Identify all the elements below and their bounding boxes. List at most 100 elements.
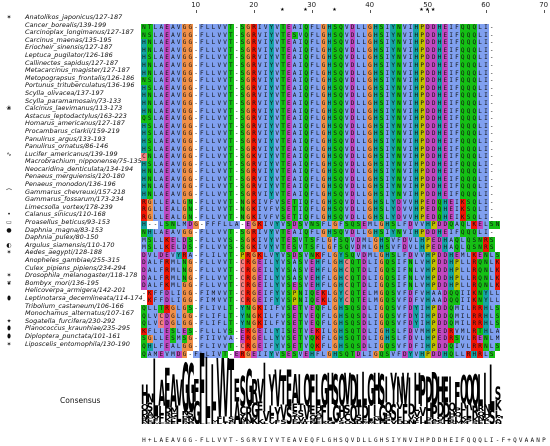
residue-cell: T bbox=[280, 183, 286, 192]
residue-cell: - bbox=[489, 160, 494, 168]
residue-cell: Q bbox=[338, 160, 344, 169]
residue-cell: K bbox=[320, 289, 327, 298]
residue-cell: N bbox=[396, 92, 402, 100]
residue-cell: C bbox=[239, 282, 246, 290]
residue-cell: Y bbox=[239, 320, 246, 328]
residue-cell: E bbox=[442, 115, 449, 123]
residue-cell: N bbox=[297, 289, 304, 298]
species-name: Tribolium_castaneum/106-166 bbox=[25, 301, 124, 310]
residue-cell: V bbox=[222, 107, 228, 116]
residue-cell: S bbox=[239, 115, 246, 123]
residue-cell: E bbox=[164, 61, 170, 70]
residue-cell: F bbox=[198, 327, 205, 336]
residue-cell: L bbox=[355, 206, 362, 214]
residue-cell: G bbox=[181, 350, 188, 359]
residue-cell: E bbox=[477, 251, 484, 260]
residue-cell: V bbox=[216, 191, 223, 199]
residue-cell: N bbox=[494, 221, 501, 230]
residue-cell: D bbox=[141, 259, 147, 267]
residue-cell: S bbox=[332, 92, 339, 100]
logo-letter: L bbox=[495, 409, 501, 418]
residue-cell: I bbox=[372, 312, 379, 321]
residue-cell: L bbox=[355, 130, 362, 138]
residue-cell: S bbox=[378, 153, 385, 161]
residue-cell: T bbox=[291, 206, 298, 214]
residue-cell: L bbox=[361, 350, 368, 359]
residue-cell: L bbox=[367, 297, 373, 305]
daphnia-icon: ● bbox=[1, 234, 17, 241]
residue-cell: H bbox=[141, 175, 147, 184]
residue-cell: I bbox=[448, 69, 455, 78]
residue-cell: D bbox=[442, 335, 449, 343]
lobster-icon: ❀ bbox=[1, 143, 17, 150]
residue-cell: L bbox=[175, 206, 182, 214]
residue-cell: I bbox=[297, 122, 304, 131]
residue-cell: H bbox=[141, 107, 147, 116]
residue-cell: G bbox=[245, 168, 252, 176]
residue-cell: S bbox=[285, 267, 292, 275]
residue-cell: Q bbox=[349, 282, 356, 290]
residue-cell: L bbox=[367, 289, 373, 298]
residue-cell: V bbox=[175, 137, 182, 146]
residue-cell: L bbox=[413, 274, 420, 283]
residue-cell: H bbox=[419, 350, 426, 359]
residue-cell: E bbox=[442, 39, 449, 47]
residue-cell: F bbox=[158, 342, 165, 351]
logo-letter: C bbox=[158, 421, 165, 424]
residue-cell: Y bbox=[413, 304, 420, 313]
residue-cell: G bbox=[367, 77, 373, 85]
residue-cell: L bbox=[477, 183, 484, 192]
residue-cell: H bbox=[425, 289, 431, 298]
residue-cell: D bbox=[361, 304, 368, 313]
residue-cell: L bbox=[355, 69, 362, 78]
residue-cell: T bbox=[227, 130, 234, 138]
logo-letter: Q bbox=[344, 419, 352, 424]
residue-cell: D bbox=[361, 320, 368, 328]
residue-cell: A bbox=[158, 115, 165, 123]
residue-cell: D bbox=[430, 145, 437, 154]
residue-cell: T bbox=[280, 31, 286, 40]
residue-cell: D bbox=[141, 274, 147, 283]
residue-cell: M bbox=[367, 251, 373, 260]
logo-letter: I bbox=[460, 409, 463, 418]
residue-cell: L bbox=[326, 289, 333, 298]
residue-cell: L bbox=[413, 259, 420, 267]
residue-cell: L bbox=[314, 153, 321, 161]
residue-cell: H bbox=[326, 198, 333, 207]
residue-cell: Y bbox=[390, 54, 397, 62]
residue-cell: I bbox=[396, 267, 402, 275]
residue-cell: F bbox=[332, 244, 339, 252]
residue-cell: L bbox=[488, 274, 495, 283]
residue-cell: M bbox=[372, 289, 379, 298]
residue-cell: Y bbox=[268, 168, 275, 176]
logo-letter: G bbox=[187, 352, 194, 424]
residue-cell: I bbox=[262, 221, 269, 230]
residue-cell: G bbox=[245, 122, 252, 131]
residue-cell: F bbox=[401, 274, 408, 283]
residue-cell: K bbox=[164, 236, 170, 245]
residue-cell: T bbox=[355, 297, 362, 305]
residue-cell: E bbox=[425, 198, 431, 207]
residue-cell: F bbox=[309, 99, 315, 108]
residue-cell: G bbox=[367, 46, 373, 55]
residue-cell: V bbox=[216, 31, 223, 40]
residue-cell: M bbox=[454, 312, 460, 321]
residue-cell: L bbox=[210, 31, 217, 40]
residue-cell: G bbox=[320, 69, 327, 78]
residue-cell: D bbox=[425, 145, 431, 154]
residue-cell: V bbox=[256, 183, 263, 192]
residue-cell: Q bbox=[465, 61, 472, 70]
logo-letter: P bbox=[431, 401, 438, 424]
residue-cell: V bbox=[396, 297, 402, 305]
residue-cell: S bbox=[332, 77, 339, 85]
residue-cell: E bbox=[164, 145, 170, 154]
residue-cell: F bbox=[401, 304, 408, 313]
residue-cell: G bbox=[245, 54, 252, 62]
residue-cell: H bbox=[372, 84, 379, 93]
residue-cell: R bbox=[251, 168, 257, 176]
residue-cell: L bbox=[367, 312, 373, 321]
residue-cell: S bbox=[285, 327, 292, 336]
logo-letter: D bbox=[396, 420, 404, 424]
residue-cell: - bbox=[234, 320, 239, 328]
residue-cell: G bbox=[181, 168, 188, 176]
